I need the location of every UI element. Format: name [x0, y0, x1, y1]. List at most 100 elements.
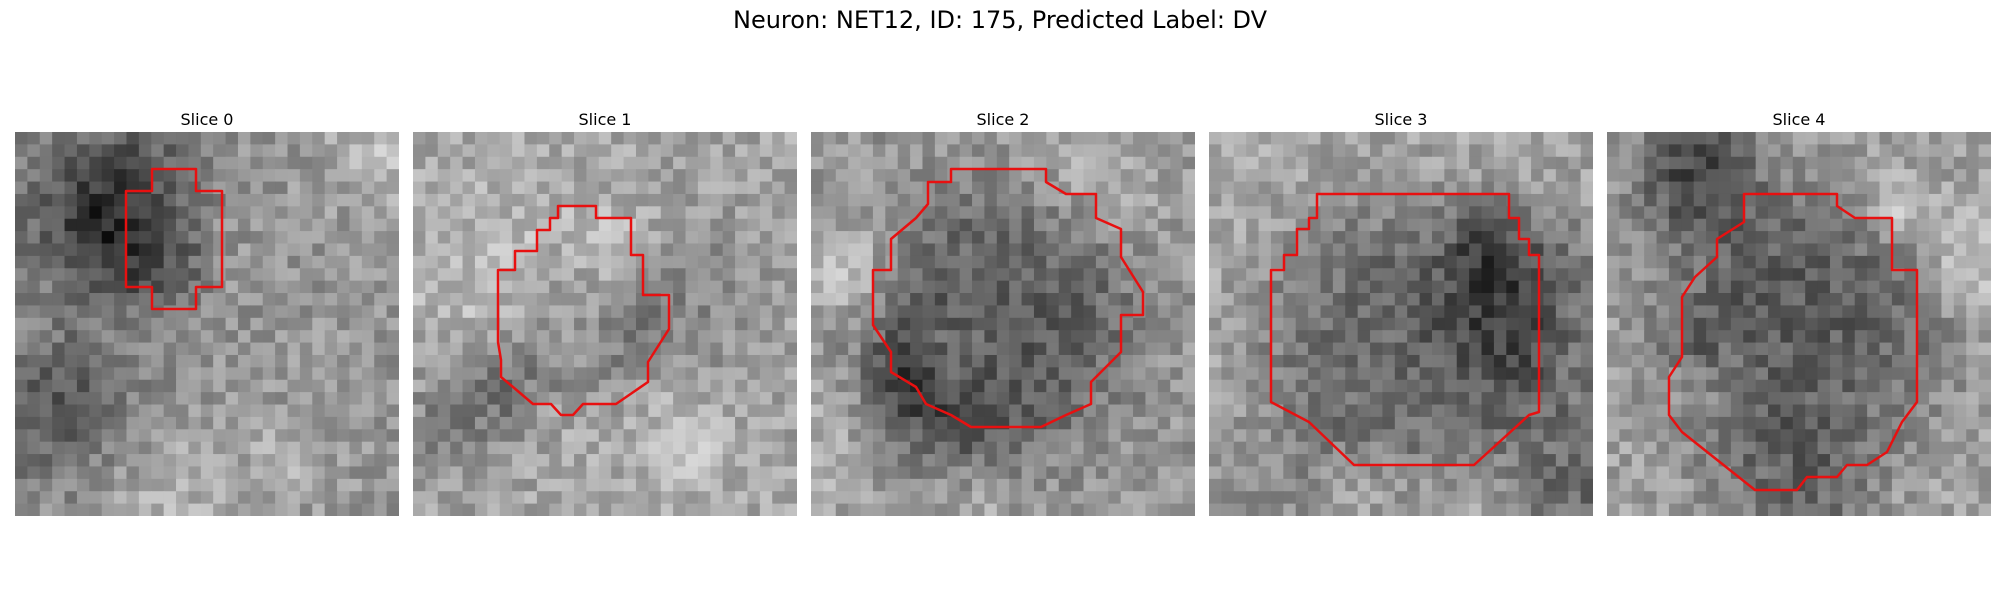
pixel: [897, 330, 911, 344]
pixel: [1718, 330, 1732, 344]
pixel: [1792, 193, 1806, 207]
pixel: [1518, 503, 1532, 516]
pixel: [1419, 181, 1433, 195]
pixel: [996, 317, 1010, 331]
pixel: [1966, 255, 1980, 269]
pixel: [959, 367, 973, 381]
pixel: [1693, 132, 1707, 145]
pixel: [1916, 255, 1930, 269]
pixel: [312, 342, 326, 356]
pixel: [1407, 169, 1421, 183]
pixel: [1619, 231, 1633, 245]
pixel: [1419, 156, 1433, 170]
pixel: [237, 144, 251, 158]
pixel: [648, 268, 662, 282]
pixel: [312, 193, 326, 207]
pixel: [660, 379, 674, 393]
pixel: [1867, 503, 1881, 516]
pixel: [15, 293, 28, 307]
pixel: [1370, 342, 1384, 356]
pixel: [959, 441, 973, 455]
pixel: [897, 218, 911, 232]
pixel: [200, 367, 214, 381]
pixel: [1792, 293, 1806, 307]
slice-panel-3: Slice 3: [1209, 108, 1593, 516]
pixel: [1357, 478, 1371, 492]
pixel: [1568, 379, 1582, 393]
pixel: [52, 193, 66, 207]
pixel: [1095, 342, 1109, 356]
pixel: [386, 342, 399, 356]
pixel: [1493, 466, 1507, 480]
pixel: [685, 231, 699, 245]
pixel: [635, 206, 649, 220]
pixel: [462, 416, 476, 430]
pixel: [1580, 354, 1593, 368]
pixel: [15, 169, 28, 183]
pixel: [811, 330, 824, 344]
pixel: [1755, 132, 1769, 145]
pixel: [984, 317, 998, 331]
pixel: [1755, 404, 1769, 418]
pixel: [1681, 478, 1695, 492]
pixel: [1718, 429, 1732, 443]
pixel: [1768, 206, 1782, 220]
pixel: [1493, 193, 1507, 207]
pixel: [611, 156, 625, 170]
pixel: [1555, 317, 1569, 331]
slice-image: [811, 132, 1195, 516]
pixel: [823, 243, 837, 257]
pixel: [1755, 231, 1769, 245]
pixel: [324, 305, 338, 319]
pixel: [910, 132, 924, 145]
pixel: [598, 156, 612, 170]
pixel: [784, 367, 797, 381]
pixel: [1580, 367, 1593, 381]
pixel: [1033, 379, 1047, 393]
pixel: [1270, 317, 1284, 331]
pixel: [1854, 354, 1868, 368]
pixel: [574, 156, 588, 170]
pixel: [1108, 503, 1122, 516]
pixel: [188, 354, 202, 368]
pixel: [1182, 330, 1195, 344]
pixel: [1481, 429, 1495, 443]
pixel: [549, 454, 563, 468]
pixel: [1966, 268, 1980, 282]
pixel: [598, 317, 612, 331]
pixel: [996, 478, 1010, 492]
pixel: [1693, 231, 1707, 245]
pixel: [1743, 330, 1757, 344]
pixel: [1046, 354, 1060, 368]
pixel: [1345, 354, 1359, 368]
pixel: [312, 243, 326, 257]
pixel: [922, 478, 936, 492]
pixel: [1357, 144, 1371, 158]
pixel: [1407, 416, 1421, 430]
pixel: [1619, 218, 1633, 232]
pixel: [972, 392, 986, 406]
pixel: [126, 156, 140, 170]
pixel: [1780, 293, 1794, 307]
pixel: [374, 193, 388, 207]
pixel: [811, 503, 824, 516]
pixel: [1033, 354, 1047, 368]
pixel: [811, 491, 824, 505]
pixel: [759, 354, 773, 368]
pixel: [722, 317, 736, 331]
pixel: [462, 255, 476, 269]
pixel: [462, 478, 476, 492]
pixel: [1656, 293, 1670, 307]
pixel: [611, 169, 625, 183]
pixel: [959, 305, 973, 319]
pixel: [1370, 243, 1384, 257]
pixel: [1469, 156, 1483, 170]
pixel: [1009, 280, 1023, 294]
pixel: [586, 441, 600, 455]
pixel: [437, 193, 451, 207]
pixel: [1644, 392, 1658, 406]
pixel: [784, 416, 797, 430]
pixel: [1419, 392, 1433, 406]
pixel: [1145, 144, 1159, 158]
pixel: [635, 317, 649, 331]
